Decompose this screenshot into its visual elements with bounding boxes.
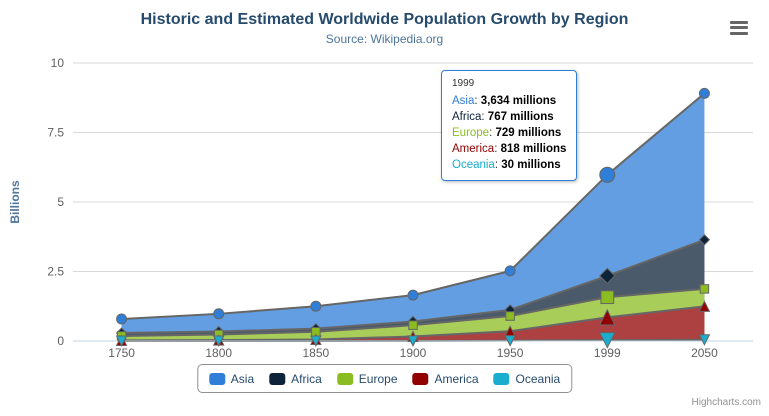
y-axis-label: 2.5 [47, 265, 64, 279]
tooltip-series-name: Europe [452, 127, 490, 139]
x-axis-label: 1950 [497, 346, 524, 360]
legend-item-africa[interactable]: Africa [269, 372, 322, 386]
legend-swatch-icon [412, 372, 429, 385]
area-asia[interactable] [121, 93, 705, 341]
legend-label: America [434, 371, 479, 386]
legend-swatch-icon [269, 372, 286, 385]
marker-africa-2050[interactable] [698, 234, 711, 246]
tooltip-header: 1999 [452, 78, 475, 89]
y-axis-label: 7.5 [47, 126, 64, 140]
marker-asia-1900[interactable] [407, 289, 419, 301]
legend-swatch-icon [208, 372, 225, 385]
marker-asia-1999[interactable] [599, 166, 616, 183]
legend-item-oceania[interactable]: Oceania [493, 371, 561, 386]
y-axis-title: Billions [8, 180, 22, 224]
area-america[interactable] [121, 306, 705, 341]
tooltip-series-value: 3,634 millions [480, 95, 557, 107]
marker-oceania-1900[interactable] [407, 335, 419, 347]
legend-item-america[interactable]: America [412, 371, 479, 386]
tooltip-series-value: 818 millions [500, 143, 567, 155]
marker-oceania-1800[interactable] [212, 335, 225, 348]
tooltip-series-name: America [452, 143, 495, 155]
marker-africa-1999[interactable] [599, 267, 616, 285]
tooltip-series-value: 767 millions [487, 111, 554, 123]
x-axis-label: 2050 [691, 346, 718, 360]
legend-swatch-icon [336, 372, 353, 385]
x-axis-label: 1900 [400, 346, 427, 360]
tooltip-row-america: America: 818 millions [452, 143, 567, 155]
context-menu-button[interactable] [727, 15, 751, 37]
tooltip-row-oceania: Oceania: 30 millions [452, 159, 561, 171]
marker-america-1999[interactable] [598, 308, 616, 326]
marker-asia-1750[interactable] [116, 313, 128, 325]
marker-europe-2050[interactable] [699, 284, 710, 294]
y-axis-label: 0 [57, 334, 64, 348]
tooltip-series-value: 30 millions [501, 159, 561, 171]
marker-europe-1950[interactable] [505, 311, 515, 321]
marker-asia-1850[interactable] [310, 300, 322, 312]
marker-asia-2050[interactable] [698, 87, 710, 99]
legend-label: Oceania [515, 371, 561, 386]
tooltip-rows: Asia: 3,634 millions Africa: 767 millions… [452, 93, 566, 173]
marker-oceania-1950[interactable] [504, 335, 516, 347]
x-axis-label: 1999 [594, 346, 621, 360]
chart-subtitle: Source: Wikipedia.org [325, 32, 444, 46]
chart-title: Historic and Estimated Worldwide Populat… [140, 11, 629, 28]
legend-label: Africa [291, 371, 322, 386]
tooltip-series-name: Oceania [452, 159, 495, 171]
tooltip-row-asia: Asia: 3,634 millions [452, 95, 557, 107]
hamburger-icon-bar [730, 31, 748, 35]
marker-asia-1800[interactable] [213, 308, 225, 320]
tooltip-row-africa: Africa: 767 millions [452, 111, 554, 123]
legend-item-europe[interactable]: Europe [336, 371, 398, 386]
marker-oceania-2050[interactable] [698, 334, 711, 346]
marker-europe-1900[interactable] [408, 320, 418, 330]
x-axis-label: 1850 [303, 346, 330, 360]
hamburger-icon-bar [730, 20, 748, 24]
x-axis-label: 1800 [205, 346, 232, 360]
marker-oceania-1999[interactable] [598, 332, 616, 349]
tooltip-row-europe: Europe: 729 millions [452, 127, 562, 139]
marker-america-2050[interactable] [698, 300, 711, 312]
legend-label: Europe [358, 371, 398, 386]
credits-link[interactable]: Highcharts.com [691, 397, 761, 408]
tooltip: 1999 Asia: 3,634 millions Africa: 767 mil… [441, 70, 578, 181]
marker-asia-1950[interactable] [504, 265, 516, 277]
tooltip-series-name: Africa [452, 111, 482, 123]
y-axis-label: 5 [57, 195, 64, 209]
hamburger-icon-bar [730, 26, 748, 29]
tooltip-series-name: Asia [452, 95, 475, 107]
x-axis-label: 1750 [108, 346, 135, 360]
legend-item-asia[interactable]: Asia [208, 371, 255, 386]
marker-oceania-1850[interactable] [310, 335, 322, 348]
legend-swatch-icon [493, 372, 510, 385]
legend-label: Asia [230, 371, 255, 386]
marker-oceania-1750[interactable] [115, 335, 128, 348]
tooltip-series-value: 729 millions [495, 127, 562, 139]
marker-europe-1999[interactable] [600, 290, 615, 305]
y-axis-label: 10 [51, 56, 65, 70]
legend: Asia Africa Europe America Oceania [196, 364, 573, 393]
